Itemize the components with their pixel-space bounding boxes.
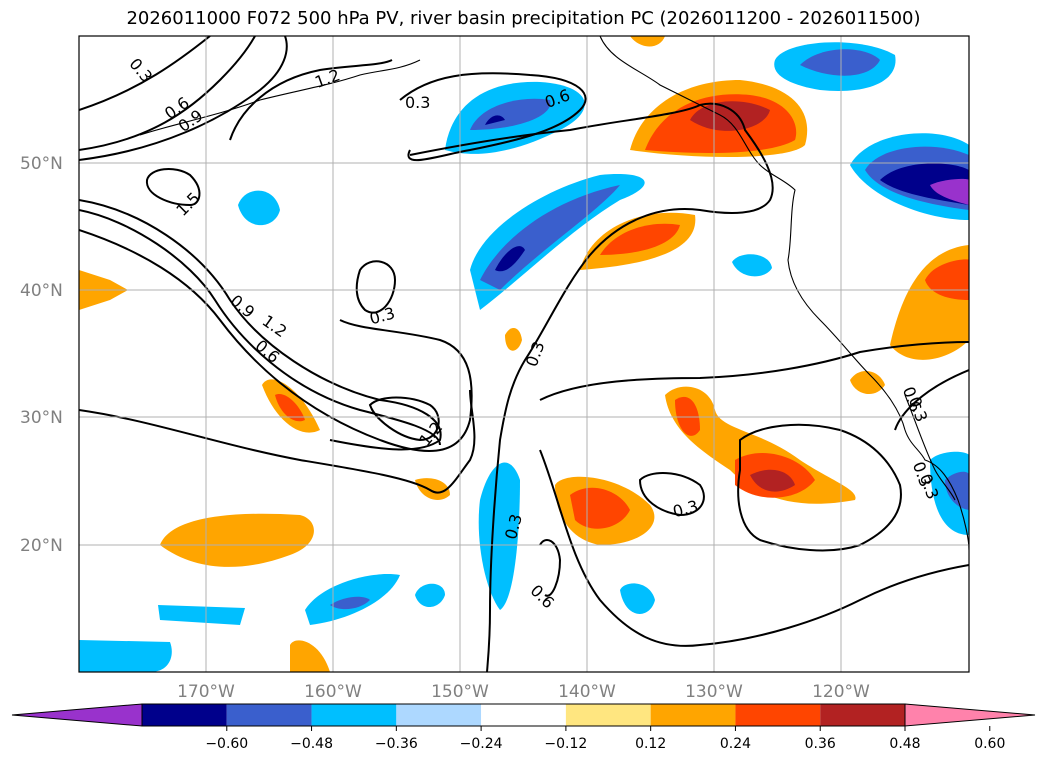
colorbar-extend-high	[904, 703, 1036, 727]
shade-red-subtrop-east	[675, 396, 700, 436]
lat-axis-labels: 50°N 40°N 30°N 20°N	[20, 154, 63, 556]
contour-label: 0.3	[522, 339, 549, 369]
shade-blue-north-center	[485, 115, 505, 125]
lat-label: 40°N	[20, 281, 63, 301]
contour-03-loop-south	[638, 472, 705, 517]
lon-label: 170°W	[177, 682, 235, 702]
colorbar-bin	[650, 704, 736, 726]
contour-12-mid	[79, 209, 441, 446]
contour-03-east-loop	[737, 423, 902, 552]
colorbar-bin	[565, 704, 651, 726]
colorbar-bin	[481, 704, 566, 726]
contour-12-loop	[229, 59, 393, 141]
contour-label: 0.3	[671, 496, 701, 521]
shade-blue-mid-center	[495, 246, 525, 272]
colorbar-tick-label: −0.24	[460, 736, 503, 752]
colorbar-tick-label: 0.36	[805, 736, 836, 752]
pv-contours	[79, 36, 969, 672]
colorbar-tick-label: −0.48	[290, 736, 333, 752]
shade-blue-tropic-west-core	[330, 596, 370, 610]
lon-axis-labels: 170°W 160°W 150°W 140°W 130°W 120°W	[177, 682, 870, 702]
shade-darkred-bc	[690, 101, 770, 131]
colorbar-bin	[142, 704, 227, 726]
contour-label: 0.3	[405, 93, 430, 112]
contour-label: 0.6	[527, 581, 558, 612]
shade-darkred-subtrop	[750, 469, 795, 492]
shade-red-subtrop-mid	[570, 487, 630, 529]
contour-15-small-loop	[145, 168, 201, 207]
shade-orange-west	[160, 513, 314, 567]
colorbar-bin	[311, 704, 397, 726]
contour-label: 0.9	[227, 291, 259, 322]
contour-03-big	[399, 72, 587, 162]
coast-north-america	[599, 36, 969, 551]
contour-label: 0.3	[905, 394, 932, 424]
shade-orange-top	[630, 36, 665, 47]
colorbar-frame	[141, 703, 906, 727]
colorbar-tick-label: −0.12	[544, 736, 587, 752]
shade-red-west2	[275, 394, 305, 422]
contour-03-small-loop	[355, 260, 397, 314]
contour-03-north	[79, 36, 211, 111]
contour-09-north	[79, 36, 288, 161]
lat-label: 30°N	[20, 408, 63, 428]
contour-03-far-east	[894, 369, 969, 431]
colorbar-tick-label: −0.60	[205, 736, 248, 752]
colorbar-tick-label: 0.60	[974, 736, 1005, 752]
lon-label: 120°W	[812, 682, 870, 702]
shade-purple-east	[930, 178, 969, 205]
shade-blue-far-sw	[79, 640, 172, 672]
contour-06-north	[79, 36, 256, 151]
shade-orange-bottom	[290, 640, 330, 672]
colorbar-bin	[820, 704, 905, 726]
shaded-field	[79, 36, 969, 672]
colorbar-bin	[735, 704, 821, 726]
shade-blue-east-small	[732, 254, 772, 277]
shade-blue-low-west	[158, 605, 245, 625]
shade-blue-mexico-core	[945, 471, 969, 510]
contour-03-south	[539, 449, 969, 647]
shade-orange-east2	[850, 370, 885, 395]
lon-label: 140°W	[558, 682, 616, 702]
contour-03-sub	[539, 341, 969, 401]
shade-orange-small-mid	[505, 328, 522, 351]
shade-red-mid	[600, 223, 680, 255]
contour-label: 0.3	[125, 54, 156, 86]
colorbar-tick-label: 0.24	[720, 736, 751, 752]
colorbar-extend-low	[11, 703, 143, 727]
colorbar: −0.60 −0.48 −0.36 −0.24 −0.12 0.12 0.24 0.36 0.4…	[11, 703, 1036, 752]
shade-blue-west-small	[238, 190, 280, 226]
contour-06-south-loop	[539, 539, 562, 597]
contour-06-mid	[79, 389, 476, 494]
lon-label: 160°W	[304, 682, 362, 702]
lat-label: 50°N	[20, 154, 63, 174]
contour-label: 0.3	[367, 303, 397, 328]
lat-label: 20°N	[20, 536, 63, 556]
shade-blue-mid-core	[480, 185, 620, 290]
lon-label: 130°W	[685, 682, 743, 702]
shade-blue-tropic-mid	[478, 462, 520, 610]
colorbar-tick-label: 0.12	[635, 736, 666, 752]
contour-06-pac	[409, 102, 774, 672]
shade-blue-tropic-small	[415, 583, 445, 608]
colorbar-bin	[226, 704, 312, 726]
contour-15	[79, 199, 442, 451]
colorbar-tick-label: −0.36	[375, 736, 418, 752]
shade-orange-tropic-small	[415, 478, 450, 500]
colorbar-bin	[396, 704, 482, 726]
grid	[79, 36, 969, 672]
lon-label: 150°W	[431, 682, 489, 702]
contour-label: 1.2	[415, 418, 446, 450]
contour-09-mid	[79, 229, 473, 453]
map-title: 2026011000 F072 500 hPa PV, river basin …	[126, 8, 921, 29]
contour-12-small-loop	[368, 396, 440, 442]
coast-aleutians	[139, 59, 421, 136]
map-frame	[78, 35, 970, 673]
colorbar-tick-label: 0.48	[889, 736, 920, 752]
shade-blue-ne-core	[800, 49, 880, 76]
shade-blue-tropic-east	[620, 583, 655, 614]
contour-label: 1.2	[312, 65, 342, 92]
